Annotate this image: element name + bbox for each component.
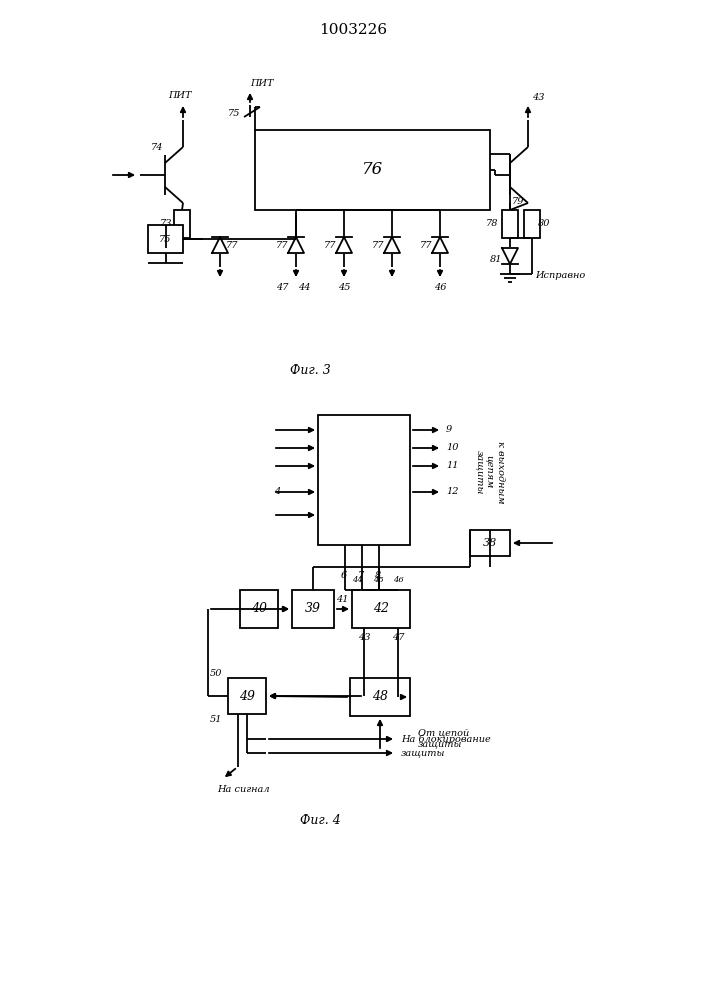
- Text: 75: 75: [159, 234, 172, 243]
- Text: 8: 8: [375, 570, 381, 580]
- Text: 38: 38: [483, 538, 497, 548]
- Text: 51: 51: [210, 714, 222, 724]
- Text: 48: 48: [372, 690, 388, 704]
- Bar: [502, 210, 518, 238]
- Bar: [228, 678, 266, 714]
- Text: 44: 44: [351, 576, 363, 584]
- Text: 44: 44: [298, 282, 310, 292]
- Text: 45: 45: [338, 282, 350, 292]
- Text: 39: 39: [305, 602, 321, 615]
- Text: 10: 10: [446, 444, 459, 452]
- Text: 7: 7: [358, 570, 364, 580]
- Text: 49: 49: [239, 690, 255, 702]
- Bar: [255, 130, 490, 210]
- Bar: [148, 225, 183, 253]
- Text: 1003226: 1003226: [319, 23, 387, 37]
- Text: 79: 79: [512, 196, 525, 206]
- Text: защиты: защиты: [401, 748, 445, 758]
- Text: Фиг. 3: Фиг. 3: [290, 363, 330, 376]
- Text: 50: 50: [210, 668, 222, 678]
- Text: 47: 47: [392, 634, 404, 643]
- Text: 11: 11: [446, 462, 459, 471]
- Text: 80: 80: [538, 220, 550, 229]
- Text: 47: 47: [276, 282, 288, 292]
- Bar: [470, 530, 510, 556]
- Text: 12: 12: [446, 488, 459, 496]
- Text: 4: 4: [274, 488, 280, 496]
- Bar: [292, 590, 334, 628]
- Bar: [350, 678, 410, 716]
- Text: 73: 73: [160, 220, 173, 229]
- Text: 77: 77: [226, 240, 238, 249]
- Bar: [524, 210, 540, 238]
- Text: 43: 43: [358, 634, 370, 643]
- Text: 77: 77: [420, 240, 432, 249]
- Bar: [352, 590, 410, 628]
- Text: 81: 81: [490, 255, 502, 264]
- Text: На блокирование: На блокирование: [401, 734, 491, 744]
- Text: 77: 77: [324, 240, 337, 249]
- Text: Фиг. 4: Фиг. 4: [300, 814, 340, 826]
- Text: От цепой
защиты: От цепой защиты: [418, 728, 469, 748]
- Bar: [318, 415, 410, 545]
- Text: 42: 42: [373, 602, 389, 615]
- Text: 43: 43: [532, 93, 544, 102]
- Text: к выходным
цепям
защиты: к выходным цепям защиты: [475, 441, 505, 503]
- Text: 77: 77: [372, 240, 384, 249]
- Bar: [240, 590, 278, 628]
- Text: 9: 9: [446, 426, 452, 434]
- Bar: [174, 210, 190, 238]
- Text: 46: 46: [434, 282, 446, 292]
- Text: ПИТ: ПИТ: [250, 79, 274, 88]
- Text: Исправно: Исправно: [535, 271, 585, 280]
- Text: На сигнал: На сигнал: [218, 784, 270, 794]
- Text: 78: 78: [486, 220, 498, 229]
- Text: 46: 46: [392, 576, 404, 584]
- Text: 75: 75: [228, 108, 240, 117]
- Text: 6: 6: [341, 570, 347, 580]
- Text: 76: 76: [362, 161, 383, 178]
- Text: 77: 77: [276, 240, 288, 249]
- Text: 74: 74: [151, 142, 163, 151]
- Text: 45: 45: [373, 576, 383, 584]
- Text: 40: 40: [251, 602, 267, 615]
- Text: 41: 41: [336, 594, 349, 603]
- Text: ПИТ: ПИТ: [168, 91, 192, 100]
